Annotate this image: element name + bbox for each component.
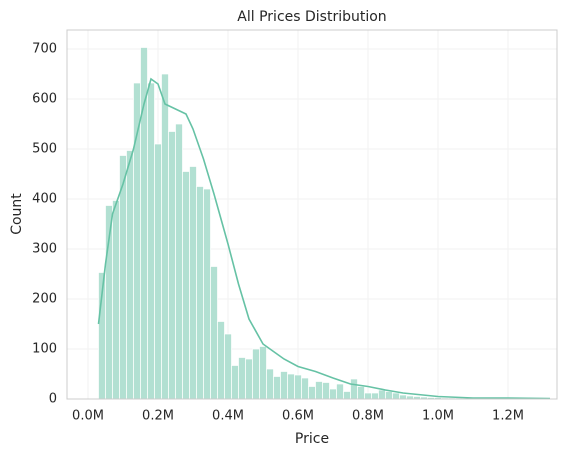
bar (154, 143, 162, 400)
bar (189, 166, 197, 400)
bar (245, 358, 253, 400)
bar (385, 391, 393, 400)
bar (147, 82, 155, 400)
y-tick-label: 400 (32, 192, 57, 207)
bar (133, 82, 141, 400)
x-tick-label: 0.8M (352, 409, 384, 424)
bar (217, 321, 225, 400)
y-tick-label: 700 (32, 42, 57, 57)
bar (301, 377, 309, 400)
x-tick-label: 0.2M (142, 409, 174, 424)
bar (224, 333, 232, 400)
bar (266, 368, 274, 400)
bar (392, 392, 400, 400)
bar (273, 376, 281, 400)
bar (329, 388, 337, 400)
y-axis-label: Count (9, 193, 25, 235)
bar (280, 371, 288, 400)
bar (308, 386, 316, 400)
bar (357, 386, 365, 400)
bar (350, 378, 358, 400)
bar (168, 131, 176, 400)
bar (336, 383, 344, 400)
bar (210, 266, 218, 400)
bar (231, 365, 239, 400)
bar (364, 392, 372, 400)
bar (203, 188, 211, 400)
bar (399, 394, 407, 400)
x-tick-label: 1.0M (422, 409, 454, 424)
bar (315, 381, 323, 400)
y-tick-label: 600 (32, 92, 57, 107)
bar (112, 200, 120, 400)
bar (161, 73, 169, 400)
bar (252, 348, 260, 400)
y-tick-label: 500 (32, 142, 57, 157)
plot-frame (66, 29, 558, 400)
bar (378, 389, 386, 400)
y-tick-label: 100 (32, 342, 57, 357)
x-tick-label: 1.2M (492, 409, 524, 424)
y-tick-label: 200 (32, 292, 57, 307)
x-tick-label: 0.4M (212, 409, 244, 424)
chart-title: All Prices Distribution (237, 9, 386, 25)
bar (294, 374, 302, 400)
bar (287, 373, 295, 400)
bar (343, 391, 351, 400)
y-tick-label: 300 (32, 242, 57, 257)
bar (196, 186, 204, 400)
kde-line (97, 77, 551, 400)
bar (371, 392, 379, 400)
x-tick-label: 0.0M (72, 409, 104, 424)
bar (140, 47, 148, 400)
bar (259, 346, 267, 400)
x-tick-label: 0.6M (282, 409, 314, 424)
bar (238, 357, 246, 400)
x-axis-label: Price (295, 431, 329, 447)
y-tick-label: 0 (49, 392, 57, 407)
bar (126, 150, 134, 400)
bar (322, 382, 330, 400)
bar (175, 123, 183, 400)
bar (182, 171, 190, 400)
